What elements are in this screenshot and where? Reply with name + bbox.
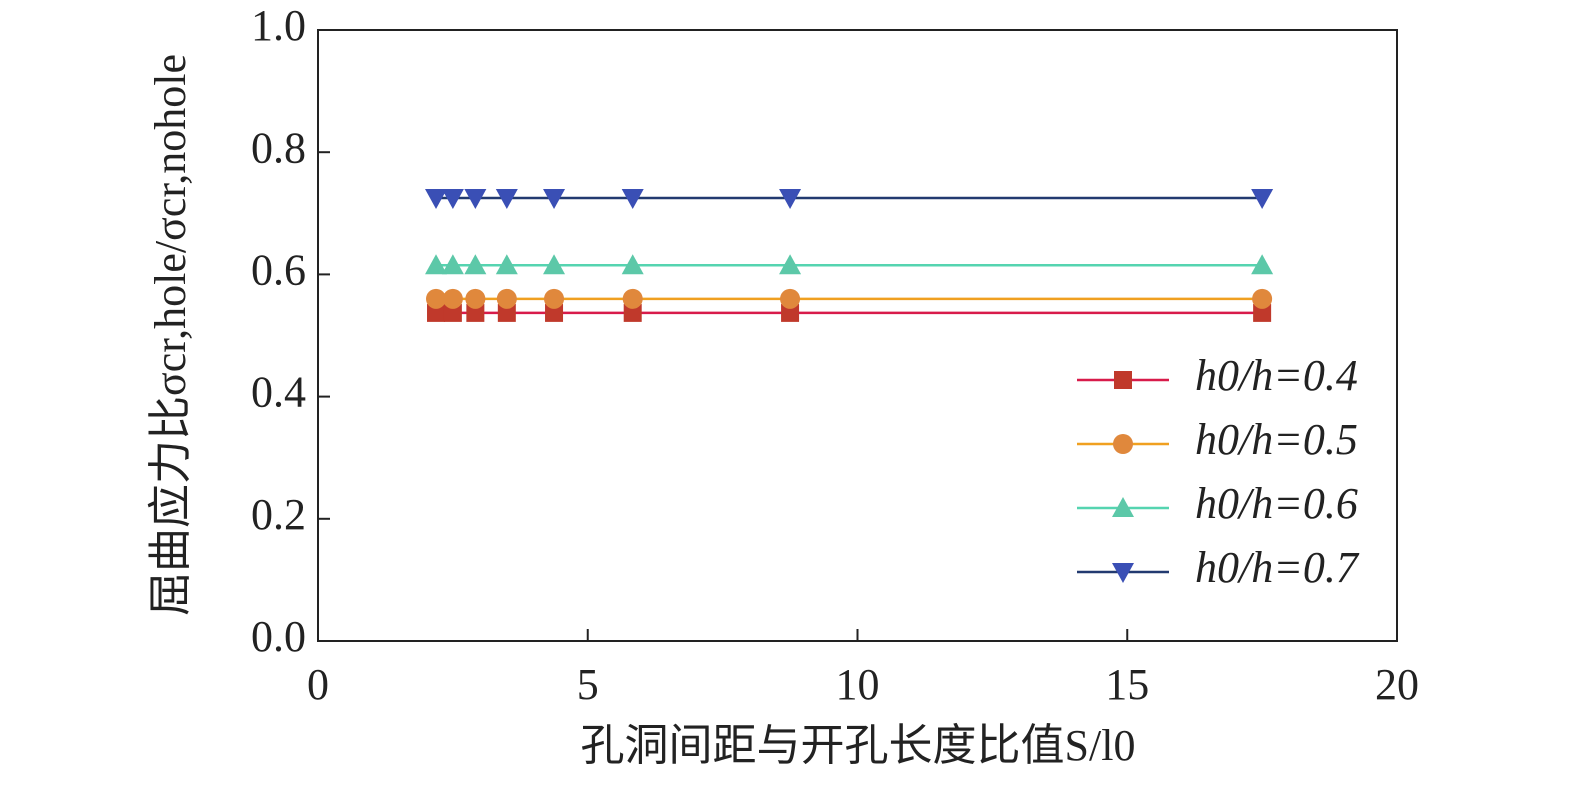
legend-label: h0/h=0.7 (1195, 543, 1360, 592)
x-tick-label: 20 (1375, 660, 1419, 709)
marker (543, 189, 566, 210)
marker (779, 189, 802, 210)
marker (442, 288, 463, 309)
marker (496, 288, 517, 309)
marker (426, 288, 447, 309)
marker (1252, 288, 1273, 309)
marker (544, 288, 565, 309)
y-axis-label: 屈曲应力比σcr,hole/σcr,nohole (146, 54, 195, 616)
marker (780, 288, 801, 309)
marker (623, 303, 642, 322)
y-tick-label: 0.4 (251, 368, 306, 417)
marker (464, 254, 487, 275)
marker (621, 189, 644, 210)
legend-label: h0/h=0.6 (1195, 479, 1358, 528)
marker (1253, 303, 1272, 322)
marker (1113, 434, 1133, 454)
marker (497, 303, 516, 322)
marker (779, 254, 802, 275)
marker (495, 254, 518, 275)
legend-label: h0/h=0.4 (1195, 351, 1358, 400)
marker (427, 303, 446, 322)
marker (1112, 563, 1134, 583)
legend-label: h0/h=0.5 (1195, 415, 1358, 464)
marker (425, 254, 448, 275)
x-tick-label: 5 (577, 660, 599, 709)
marker (425, 189, 448, 210)
marker (466, 303, 485, 322)
y-tick-label: 0.0 (251, 612, 306, 661)
x-axis-label: 孔洞间距与开孔长度比值S/l0 (581, 721, 1136, 770)
marker (443, 303, 462, 322)
x-tick-label: 10 (836, 660, 880, 709)
y-tick-label: 0.6 (251, 245, 306, 294)
x-tick-label: 0 (307, 660, 329, 709)
marker (545, 303, 564, 322)
marker (441, 254, 464, 275)
marker (781, 303, 800, 322)
marker (1251, 189, 1274, 210)
x-tick-label: 15 (1105, 660, 1149, 709)
y-tick-label: 0.2 (251, 490, 306, 539)
y-tick-label: 0.8 (251, 123, 306, 172)
marker (1251, 254, 1274, 275)
marker (1112, 497, 1134, 517)
y-tick-label: 1.0 (251, 1, 306, 50)
marker (622, 288, 643, 309)
marker (543, 254, 566, 275)
marker (441, 189, 464, 210)
marker (1114, 371, 1132, 389)
marker (464, 189, 487, 210)
marker (495, 189, 518, 210)
marker (465, 288, 486, 309)
marker (621, 254, 644, 275)
